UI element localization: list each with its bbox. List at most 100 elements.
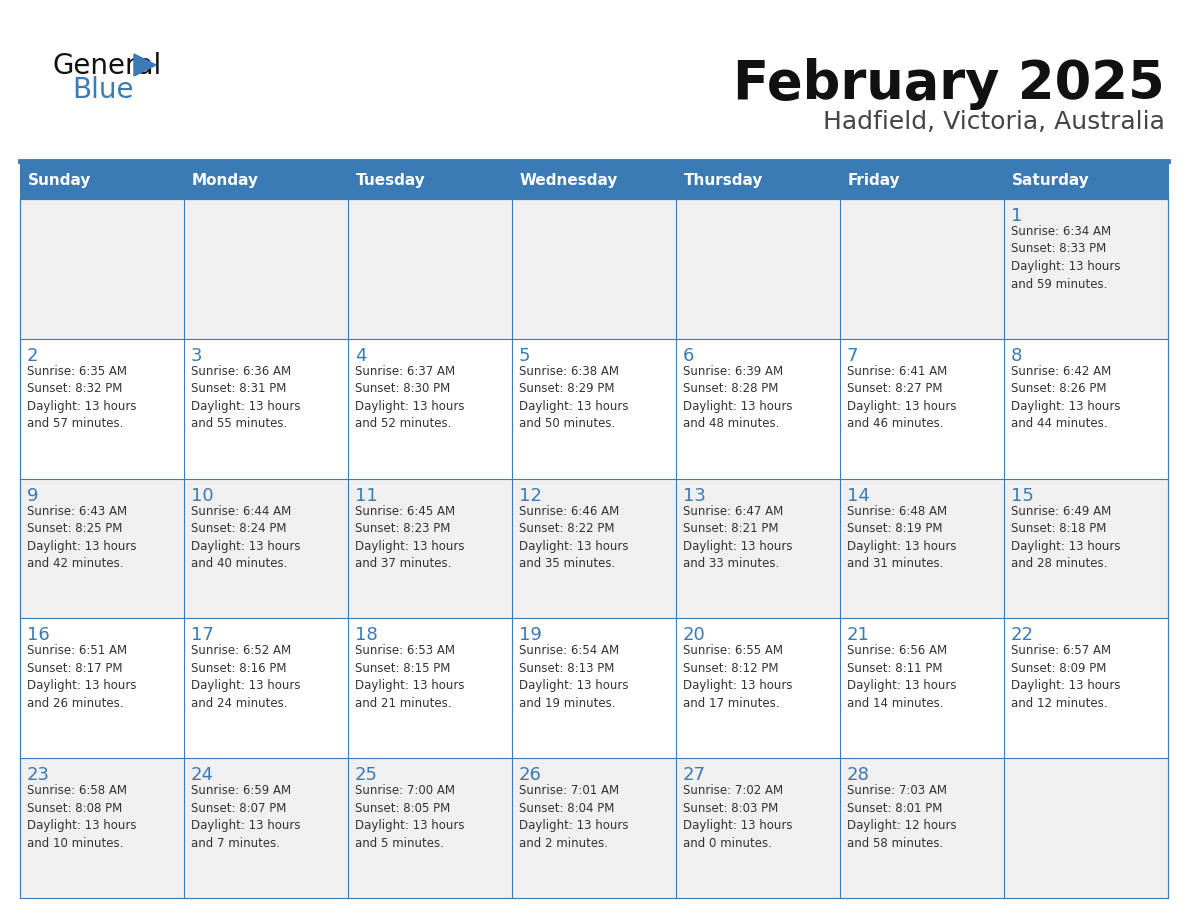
Text: Sunrise: 6:37 AM
Sunset: 8:30 PM
Daylight: 13 hours
and 52 minutes.: Sunrise: 6:37 AM Sunset: 8:30 PM Dayligh…: [355, 364, 465, 431]
Bar: [348, 199, 512, 339]
Bar: [840, 478, 1004, 619]
Text: 6: 6: [683, 347, 694, 364]
Text: 28: 28: [847, 767, 870, 784]
Text: Sunrise: 6:45 AM
Sunset: 8:23 PM
Daylight: 13 hours
and 37 minutes.: Sunrise: 6:45 AM Sunset: 8:23 PM Dayligh…: [355, 505, 465, 570]
Text: 20: 20: [683, 626, 706, 644]
Text: 3: 3: [191, 347, 202, 364]
Bar: [840, 339, 1004, 478]
Bar: [348, 758, 512, 898]
Bar: [840, 758, 1004, 898]
Text: 21: 21: [847, 626, 870, 644]
Text: Monday: Monday: [192, 174, 259, 188]
Text: 11: 11: [355, 487, 378, 505]
Text: 18: 18: [355, 626, 378, 644]
Bar: [1004, 339, 1168, 478]
Text: 16: 16: [27, 626, 50, 644]
Text: Sunrise: 6:53 AM
Sunset: 8:15 PM
Daylight: 13 hours
and 21 minutes.: Sunrise: 6:53 AM Sunset: 8:15 PM Dayligh…: [355, 644, 465, 710]
Bar: [20, 619, 184, 758]
Text: Sunrise: 6:49 AM
Sunset: 8:18 PM
Daylight: 13 hours
and 28 minutes.: Sunrise: 6:49 AM Sunset: 8:18 PM Dayligh…: [1011, 505, 1120, 570]
Text: Sunrise: 6:51 AM
Sunset: 8:17 PM
Daylight: 13 hours
and 26 minutes.: Sunrise: 6:51 AM Sunset: 8:17 PM Dayligh…: [27, 644, 137, 710]
Bar: [1004, 478, 1168, 619]
Text: Wednesday: Wednesday: [520, 174, 619, 188]
Text: Sunrise: 6:38 AM
Sunset: 8:29 PM
Daylight: 13 hours
and 50 minutes.: Sunrise: 6:38 AM Sunset: 8:29 PM Dayligh…: [519, 364, 628, 431]
Text: 8: 8: [1011, 347, 1023, 364]
Text: 9: 9: [27, 487, 38, 505]
Bar: [184, 478, 348, 619]
Bar: [20, 199, 184, 339]
Text: Sunrise: 7:01 AM
Sunset: 8:04 PM
Daylight: 13 hours
and 2 minutes.: Sunrise: 7:01 AM Sunset: 8:04 PM Dayligh…: [519, 784, 628, 850]
Bar: [348, 478, 512, 619]
Text: 12: 12: [519, 487, 542, 505]
Text: Sunday: Sunday: [29, 174, 91, 188]
Text: Sunrise: 6:46 AM
Sunset: 8:22 PM
Daylight: 13 hours
and 35 minutes.: Sunrise: 6:46 AM Sunset: 8:22 PM Dayligh…: [519, 505, 628, 570]
Bar: [184, 758, 348, 898]
Text: Sunrise: 6:57 AM
Sunset: 8:09 PM
Daylight: 13 hours
and 12 minutes.: Sunrise: 6:57 AM Sunset: 8:09 PM Dayligh…: [1011, 644, 1120, 710]
Bar: [1004, 619, 1168, 758]
Bar: [512, 199, 676, 339]
Bar: [676, 339, 840, 478]
Text: Sunrise: 6:47 AM
Sunset: 8:21 PM
Daylight: 13 hours
and 33 minutes.: Sunrise: 6:47 AM Sunset: 8:21 PM Dayligh…: [683, 505, 792, 570]
Bar: [676, 163, 840, 199]
Text: 10: 10: [191, 487, 214, 505]
Text: 25: 25: [355, 767, 378, 784]
Bar: [676, 199, 840, 339]
Text: 24: 24: [191, 767, 214, 784]
Text: Sunrise: 7:00 AM
Sunset: 8:05 PM
Daylight: 13 hours
and 5 minutes.: Sunrise: 7:00 AM Sunset: 8:05 PM Dayligh…: [355, 784, 465, 850]
Text: Friday: Friday: [848, 174, 901, 188]
Bar: [20, 758, 184, 898]
Bar: [512, 163, 676, 199]
Text: Sunrise: 6:36 AM
Sunset: 8:31 PM
Daylight: 13 hours
and 55 minutes.: Sunrise: 6:36 AM Sunset: 8:31 PM Dayligh…: [191, 364, 301, 431]
Bar: [348, 619, 512, 758]
Text: General: General: [52, 52, 162, 80]
Text: 5: 5: [519, 347, 531, 364]
Text: 13: 13: [683, 487, 706, 505]
Text: 27: 27: [683, 767, 706, 784]
Text: Sunrise: 6:55 AM
Sunset: 8:12 PM
Daylight: 13 hours
and 17 minutes.: Sunrise: 6:55 AM Sunset: 8:12 PM Dayligh…: [683, 644, 792, 710]
Text: Sunrise: 7:02 AM
Sunset: 8:03 PM
Daylight: 13 hours
and 0 minutes.: Sunrise: 7:02 AM Sunset: 8:03 PM Dayligh…: [683, 784, 792, 850]
Bar: [1004, 199, 1168, 339]
Text: 17: 17: [191, 626, 214, 644]
Text: 15: 15: [1011, 487, 1034, 505]
Text: Sunrise: 6:34 AM
Sunset: 8:33 PM
Daylight: 13 hours
and 59 minutes.: Sunrise: 6:34 AM Sunset: 8:33 PM Dayligh…: [1011, 225, 1120, 290]
Bar: [512, 758, 676, 898]
Bar: [1004, 758, 1168, 898]
Text: Blue: Blue: [72, 76, 133, 104]
Bar: [20, 478, 184, 619]
Text: Thursday: Thursday: [684, 174, 764, 188]
Text: Sunrise: 6:52 AM
Sunset: 8:16 PM
Daylight: 13 hours
and 24 minutes.: Sunrise: 6:52 AM Sunset: 8:16 PM Dayligh…: [191, 644, 301, 710]
Text: 4: 4: [355, 347, 367, 364]
Text: Sunrise: 6:59 AM
Sunset: 8:07 PM
Daylight: 13 hours
and 7 minutes.: Sunrise: 6:59 AM Sunset: 8:07 PM Dayligh…: [191, 784, 301, 850]
Polygon shape: [134, 54, 156, 76]
Text: 1: 1: [1011, 207, 1023, 225]
Text: Saturday: Saturday: [1012, 174, 1089, 188]
Text: Sunrise: 6:58 AM
Sunset: 8:08 PM
Daylight: 13 hours
and 10 minutes.: Sunrise: 6:58 AM Sunset: 8:08 PM Dayligh…: [27, 784, 137, 850]
Bar: [840, 163, 1004, 199]
Text: Sunrise: 6:48 AM
Sunset: 8:19 PM
Daylight: 13 hours
and 31 minutes.: Sunrise: 6:48 AM Sunset: 8:19 PM Dayligh…: [847, 505, 956, 570]
Text: Sunrise: 7:03 AM
Sunset: 8:01 PM
Daylight: 12 hours
and 58 minutes.: Sunrise: 7:03 AM Sunset: 8:01 PM Dayligh…: [847, 784, 956, 850]
Text: 23: 23: [27, 767, 50, 784]
Bar: [184, 339, 348, 478]
Bar: [676, 619, 840, 758]
Text: Sunrise: 6:44 AM
Sunset: 8:24 PM
Daylight: 13 hours
and 40 minutes.: Sunrise: 6:44 AM Sunset: 8:24 PM Dayligh…: [191, 505, 301, 570]
Text: Sunrise: 6:35 AM
Sunset: 8:32 PM
Daylight: 13 hours
and 57 minutes.: Sunrise: 6:35 AM Sunset: 8:32 PM Dayligh…: [27, 364, 137, 431]
Bar: [20, 163, 184, 199]
Bar: [348, 163, 512, 199]
Bar: [676, 758, 840, 898]
Text: Sunrise: 6:43 AM
Sunset: 8:25 PM
Daylight: 13 hours
and 42 minutes.: Sunrise: 6:43 AM Sunset: 8:25 PM Dayligh…: [27, 505, 137, 570]
Text: 2: 2: [27, 347, 38, 364]
Bar: [348, 339, 512, 478]
Bar: [512, 339, 676, 478]
Text: 7: 7: [847, 347, 859, 364]
Text: Hadfield, Victoria, Australia: Hadfield, Victoria, Australia: [823, 110, 1165, 134]
Text: Tuesday: Tuesday: [356, 174, 425, 188]
Text: Sunrise: 6:54 AM
Sunset: 8:13 PM
Daylight: 13 hours
and 19 minutes.: Sunrise: 6:54 AM Sunset: 8:13 PM Dayligh…: [519, 644, 628, 710]
Bar: [676, 478, 840, 619]
Text: Sunrise: 6:39 AM
Sunset: 8:28 PM
Daylight: 13 hours
and 48 minutes.: Sunrise: 6:39 AM Sunset: 8:28 PM Dayligh…: [683, 364, 792, 431]
Bar: [512, 478, 676, 619]
Text: 19: 19: [519, 626, 542, 644]
Bar: [184, 163, 348, 199]
Text: 26: 26: [519, 767, 542, 784]
Bar: [840, 619, 1004, 758]
Bar: [20, 339, 184, 478]
Bar: [184, 199, 348, 339]
